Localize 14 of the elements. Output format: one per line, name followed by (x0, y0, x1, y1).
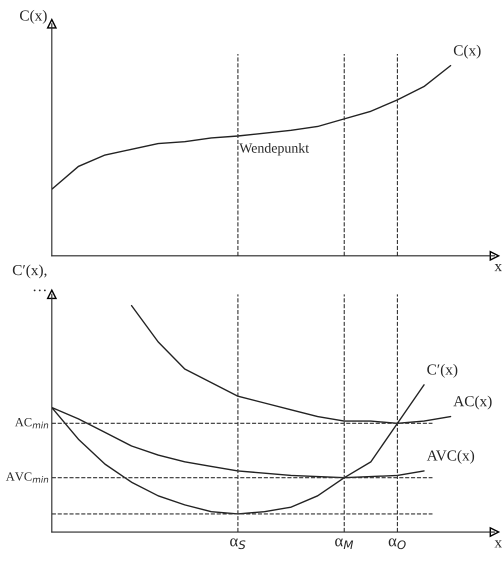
series-label: C′(x) (427, 364, 458, 378)
series-label: AVC(x) (426, 450, 474, 464)
annotation: Wendepunkt (239, 142, 310, 156)
x-axis-title: x (494, 540, 502, 548)
y-axis-title: C(x) (20, 10, 47, 24)
x-axis-title: x (494, 264, 502, 272)
series-label: C(x) (454, 44, 481, 59)
x-tick-label: α$_{M}$ (335, 538, 354, 549)
x-tick-label: α$_{S}$ (230, 538, 246, 550)
series-label: AC(x) (453, 396, 492, 410)
y-axis-title: C′(x), … (12, 264, 46, 292)
ref-line-label: AVC$_{min}$ (6, 472, 48, 483)
x-tick-label: α$_{O}$ (388, 538, 406, 550)
ref-line-label: AC$_{min}$ (14, 418, 48, 428)
